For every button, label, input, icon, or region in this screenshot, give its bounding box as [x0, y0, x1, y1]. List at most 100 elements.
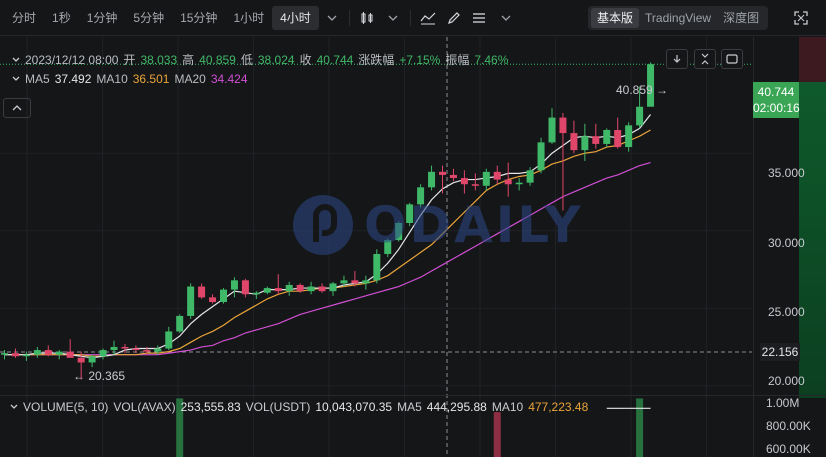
candle-body	[274, 288, 282, 292]
candle-body	[307, 286, 315, 292]
candle-body	[570, 133, 578, 151]
timeframe-tab[interactable]: 15分钟	[180, 10, 218, 25]
timeframe-tab[interactable]: 1秒	[52, 10, 71, 25]
settings-list-icon[interactable]	[467, 6, 493, 30]
candlestick-icon[interactable]	[354, 6, 380, 30]
vol-avax-value: 253,555.83	[180, 400, 241, 414]
chevron-down-icon[interactable]	[493, 6, 519, 30]
candle-body	[263, 288, 271, 293]
timeframe-tab[interactable]: 分时	[12, 10, 37, 25]
candle-body	[428, 171, 436, 188]
chevron-down-icon[interactable]	[380, 6, 406, 30]
ma5-label: MA5	[25, 72, 50, 86]
timeframe-tab[interactable]: 1小时	[233, 10, 265, 25]
low-label: 低	[240, 53, 253, 67]
open-value: 38.033	[140, 52, 178, 67]
candle-body	[55, 351, 63, 355]
candle-body	[384, 240, 392, 254]
candle-body	[537, 142, 545, 171]
close-value: 40.744	[316, 52, 354, 67]
window-icon	[726, 54, 738, 64]
ma10-value: 36.501	[132, 72, 170, 86]
candle-body	[614, 129, 622, 148]
collapse-pane-button[interactable]	[694, 49, 716, 69]
candle-body	[285, 284, 293, 292]
ma10-label: MA10	[96, 72, 128, 86]
vol-ma10-value: 477,223.48	[528, 400, 589, 414]
ma5-value: 37.492	[54, 72, 92, 86]
price-axis-label: 20.000	[768, 374, 805, 388]
maximize-pane-button[interactable]	[721, 49, 743, 69]
volume-bar	[636, 398, 644, 457]
chevron-down-icon[interactable]	[319, 6, 345, 30]
divider	[348, 9, 350, 26]
low-value: 38.024	[257, 52, 295, 67]
candle-body	[209, 297, 217, 303]
vol-usdt-value: 10,043,070.35	[315, 400, 393, 414]
candle-body	[351, 280, 359, 284]
view-tab-depth[interactable]: 深度图	[723, 11, 760, 25]
ma-legend: MA5 37.492 MA10 36.501 MA20 34.424	[12, 72, 248, 86]
collapse-button[interactable]	[3, 98, 31, 118]
volume-bar	[176, 398, 184, 457]
candle-body	[340, 280, 348, 284]
fullscreen-icon[interactable]	[790, 8, 812, 28]
candle-body	[77, 357, 85, 363]
ma20-line	[4, 161, 651, 356]
low-marker: ← 20.365	[73, 369, 126, 383]
candle-body	[647, 64, 655, 107]
high-label: 高	[182, 53, 195, 67]
current-price-tag: 40.744 02:00:16	[753, 82, 800, 118]
depth-bar-buy	[799, 82, 826, 398]
amplitude-label: 振幅	[445, 53, 470, 67]
candle-body	[220, 289, 227, 303]
crosshair-price-label: 22.156	[760, 343, 800, 361]
view-tab-tradingview[interactable]: TradingView	[645, 11, 712, 25]
candle-body	[99, 350, 107, 357]
chevron-down-icon[interactable]	[12, 76, 20, 82]
draw-pencil-icon[interactable]	[441, 6, 467, 30]
candle-body	[22, 354, 30, 357]
candle-body	[625, 125, 633, 148]
candle-body	[406, 204, 414, 223]
chevron-down-icon[interactable]	[12, 57, 20, 63]
vol-ma10-label: MA10	[491, 400, 524, 414]
candle-body	[603, 129, 611, 144]
chevron-up-icon	[12, 105, 22, 111]
scroll-down-button[interactable]	[666, 49, 688, 69]
amplitude-value: 7.46%	[474, 52, 509, 67]
candle-body	[154, 348, 162, 352]
chevron-down-icon[interactable]	[10, 404, 18, 410]
view-tab-basic[interactable]: 基本版	[591, 8, 640, 28]
candle-body	[395, 222, 403, 241]
ma20-label: MA20	[174, 72, 206, 86]
candle-body	[439, 171, 446, 175]
ohlc-date: 2023/12/12 08:00	[25, 52, 119, 67]
timeframe-tab[interactable]: 1分钟	[86, 10, 118, 25]
candle-body	[362, 280, 370, 284]
candle-body	[143, 350, 151, 352]
change-value: +7.15%	[399, 52, 441, 67]
open-label: 开	[123, 53, 136, 67]
candle-body	[88, 356, 96, 363]
depth-bar-sell	[799, 37, 826, 82]
watermark: ODAILY	[292, 194, 584, 256]
price-axis[interactable]: 35.000 30.000 25.000 20.000	[753, 37, 826, 457]
arrow-down-icon	[673, 55, 681, 63]
volume-axis-label: 1.00M	[766, 396, 800, 410]
candle-body	[493, 171, 501, 180]
candle-body	[110, 346, 118, 351]
candle-countdown: 02:00:16	[753, 101, 800, 115]
high-marker: 40.859 →	[616, 83, 669, 97]
candle-body	[165, 331, 173, 349]
indicator-icon[interactable]	[415, 6, 441, 30]
candle-body	[417, 187, 425, 205]
timeframe-tab[interactable]: 5分钟	[133, 10, 165, 25]
high-value: 40.859	[199, 52, 236, 67]
ohlc-legend: 2023/12/12 08:00 开 38.033 高 40.859 低 38.…	[12, 51, 508, 68]
candle-body	[44, 350, 52, 355]
candle-body	[373, 253, 381, 281]
price-axis-label: 30.000	[768, 236, 805, 250]
timeframe-tab-active[interactable]: 4小时	[272, 5, 319, 30]
pane-divider[interactable]	[0, 395, 826, 396]
